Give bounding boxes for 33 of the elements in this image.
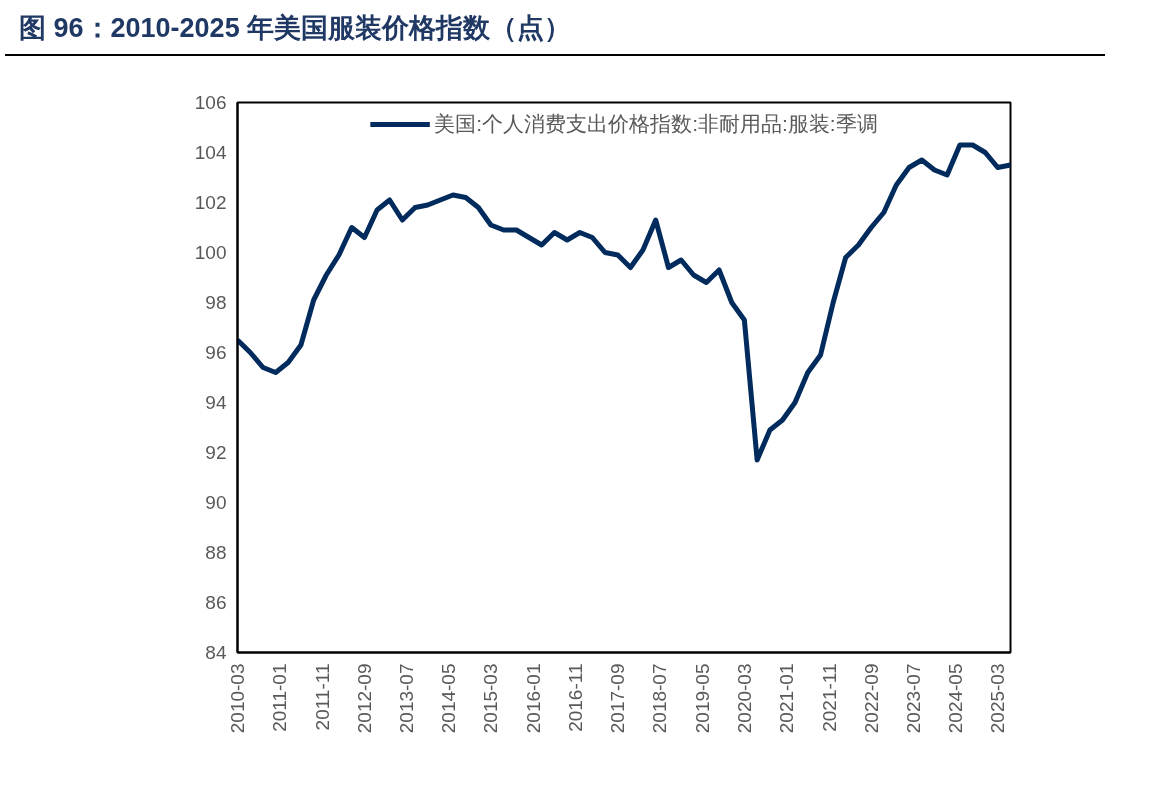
x-tick-label: 2014-05 [438, 663, 460, 734]
x-tick-label: 2020-03 [733, 663, 755, 734]
y-tick-label: 98 [205, 292, 227, 313]
y-tick-label: 90 [205, 492, 227, 513]
y-tick-label: 84 [205, 642, 227, 663]
y-tick-label: 106 [194, 92, 227, 113]
x-tick-label: 2024-05 [945, 663, 967, 734]
x-tick-label: 2022-09 [860, 663, 882, 734]
y-tick-label: 104 [194, 142, 227, 163]
x-tick-label: 2016-11 [565, 663, 587, 732]
y-tick-label: 94 [205, 392, 227, 413]
x-tick-label: 2011-11 [311, 663, 333, 731]
y-tick-label: 92 [205, 442, 227, 463]
y-tick-label: 88 [205, 542, 227, 563]
x-tick-label: 2013-07 [396, 663, 417, 734]
y-tick-label: 102 [194, 192, 227, 213]
x-tick-label: 2015-03 [480, 663, 502, 734]
x-tick-label: 2021-01 [776, 663, 798, 734]
chart-title: 图 96：2010-2025 年美国服装价格指数（点） [5, 5, 1105, 56]
x-tick-label: 2012-09 [353, 663, 375, 734]
y-tick-label: 100 [194, 242, 227, 263]
y-tick-label: 96 [205, 342, 227, 363]
x-tick-label: 2018-07 [649, 663, 671, 734]
x-tick-label: 2011-01 [269, 663, 291, 732]
x-tick-label: 2019-05 [691, 663, 713, 734]
x-tick-label: 2016-01 [522, 663, 544, 734]
x-tick-label: 2010-03 [227, 663, 248, 734]
x-tick-label: 2021-11 [818, 663, 840, 732]
legend-label: 美国:个人消费支出价格指数:非耐用品:服装:季调 [434, 111, 878, 137]
x-tick-label: 2017-09 [607, 663, 629, 734]
x-tick-label: 2025-03 [987, 663, 1009, 734]
x-tick-label: 2023-07 [902, 663, 924, 734]
y-tick-label: 86 [205, 592, 227, 613]
